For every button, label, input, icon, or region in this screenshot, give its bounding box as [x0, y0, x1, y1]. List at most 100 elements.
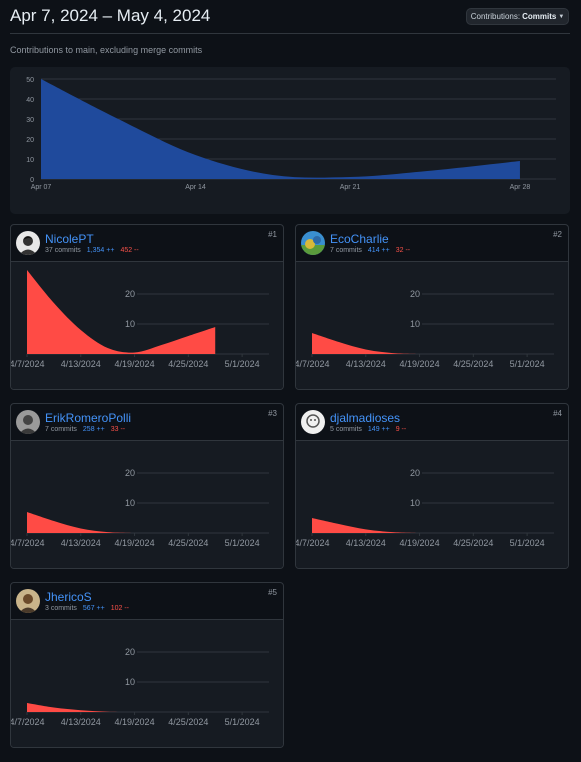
contributor-area-series	[312, 333, 420, 354]
contributor-card: EcoCharlie 7 commits 414 ++ 32 -- #2 20 10 4…	[295, 224, 569, 390]
y-tick-label: 50	[26, 77, 34, 84]
x-tick-label: 4/19/2024	[400, 538, 440, 548]
contributor-name[interactable]: EcoCharlie	[330, 232, 389, 246]
x-tick-label: 4/7/2024	[296, 359, 330, 369]
x-tick-label: Apr 21	[340, 184, 361, 191]
contributor-card: djalmadioses 5 commits 149 ++ 9 -- #4 20 10…	[295, 403, 569, 569]
additions-count: 149 ++	[367, 426, 390, 433]
contributor-chart: 20 10 4/7/2024 4/13/2024 4/19/2024 4/25/2024 5…	[11, 441, 283, 568]
avatar-person-icon[interactable]	[301, 410, 325, 434]
page-title: Apr 7, 2024 – May 4, 2024	[10, 6, 211, 25]
contributor-name[interactable]: ErikRomeroPolli	[45, 411, 132, 425]
contributor-area-series	[27, 703, 135, 712]
x-tick-label: 4/25/2024	[168, 359, 208, 369]
x-tick-label: 4/25/2024	[453, 359, 493, 369]
contributor-chart-svg: 20 10 4/7/2024 4/13/2024 4/19/2024 4/25/2024 5…	[296, 289, 554, 369]
avatar-landscape-icon[interactable]	[301, 231, 325, 255]
contributor-card-header: ErikRomeroPolli 7 commits 258 ++ 33 -- #3	[11, 404, 283, 441]
x-tick-label: 4/25/2024	[453, 538, 493, 548]
x-tick-label: 4/19/2024	[115, 717, 155, 727]
x-tick-label: 4/19/2024	[400, 359, 440, 369]
deletions-count: 9 --	[395, 426, 407, 433]
contributor-stats: 3 commits 567 ++ 102 --	[45, 605, 129, 612]
contributor-chart-svg: 20 10 4/7/2024 4/13/2024 4/19/2024 4/25/2024 5…	[296, 468, 554, 548]
x-tick-label: 4/13/2024	[61, 717, 101, 727]
contributor-card-header: JhericoS 3 commits 567 ++ 102 -- #5	[11, 583, 283, 620]
contributor-card-header: EcoCharlie 7 commits 414 ++ 32 -- #2	[296, 225, 568, 262]
header-divider	[10, 33, 570, 34]
x-tick-label: 4/19/2024	[115, 359, 155, 369]
main-contributions-chart: 50 40 30 20 10 0 Apr 07 Apr 14 Apr 21 Apr 28	[10, 67, 570, 214]
x-tick-label: 4/7/2024	[11, 359, 45, 369]
deletions-count: 452 --	[120, 247, 139, 254]
x-tick-label: 5/1/2024	[510, 359, 545, 369]
y-tick-label: 30	[26, 117, 34, 124]
x-tick-label: 4/13/2024	[346, 359, 386, 369]
deletions-count: 33 --	[110, 426, 126, 433]
contributor-stats: 7 commits 414 ++ 32 --	[330, 247, 410, 254]
y-tick-label: 20	[125, 289, 135, 299]
y-tick-label: 20	[125, 647, 135, 657]
contributor-name[interactable]: djalmadioses	[330, 411, 401, 425]
avatar-person-icon[interactable]	[16, 589, 40, 613]
contributor-chart-svg: 20 10 4/7/2024 4/13/2024 4/19/2024 4/25/2024 5…	[11, 270, 269, 369]
contributor-chart: 20 10 4/7/2024 4/13/2024 4/19/2024 4/25/2024 5…	[296, 441, 568, 568]
contributor-card: NicolePT 37 commits 1,354 ++ 452 -- #1 20 1…	[10, 224, 284, 390]
avatar-person-icon[interactable]	[16, 410, 40, 434]
contributor-rank: #2	[553, 230, 562, 239]
contributor-rank: #5	[268, 588, 277, 597]
y-tick-label: 10	[410, 498, 420, 508]
contributor-chart-svg: 20 10 4/7/2024 4/13/2024 4/19/2024 4/25/2024 5…	[11, 468, 269, 548]
contributions-value: Commits	[522, 12, 557, 21]
contributor-card: JhericoS 3 commits 567 ++ 102 -- #5 20 10 4/…	[10, 582, 284, 748]
x-tick-label: 4/19/2024	[115, 538, 155, 548]
additions-count: 1,354 ++	[86, 247, 115, 254]
contributor-name[interactable]: NicolePT	[45, 232, 94, 246]
x-tick-label: 4/13/2024	[346, 538, 386, 548]
y-tick-label: 0	[30, 177, 34, 184]
contributor-stats: 7 commits 258 ++ 33 --	[45, 426, 125, 433]
x-tick-label: 4/7/2024	[11, 538, 45, 548]
contributor-rank: #4	[553, 409, 562, 418]
contributor-card-header: NicolePT 37 commits 1,354 ++ 452 -- #1	[11, 225, 283, 262]
y-tick-label: 40	[26, 97, 34, 104]
y-tick-label: 10	[125, 677, 135, 687]
deletions-count: 32 --	[395, 247, 411, 254]
y-tick-label: 20	[410, 468, 420, 478]
x-tick-label: 5/1/2024	[225, 717, 260, 727]
y-tick-label: 20	[26, 137, 34, 144]
x-tick-label: Apr 07	[31, 184, 52, 191]
x-tick-label: 4/25/2024	[168, 717, 208, 727]
additions-count: 414 ++	[367, 247, 390, 254]
y-tick-label: 10	[125, 319, 135, 329]
contributor-card-header: djalmadioses 5 commits 149 ++ 9 -- #4	[296, 404, 568, 441]
contributor-area-series	[27, 270, 216, 354]
commit-count: 3 commits	[45, 605, 77, 612]
additions-count: 258 ++	[82, 426, 105, 433]
contributor-card: ErikRomeroPolli 7 commits 258 ++ 33 -- #3 …	[10, 403, 284, 569]
y-tick-label: 10	[410, 319, 420, 329]
y-tick-label: 20	[410, 289, 420, 299]
y-tick-label: 10	[125, 498, 135, 508]
x-tick-label: 5/1/2024	[510, 538, 545, 548]
commit-count: 5 commits	[330, 426, 362, 433]
chart-subtitle: Contributions to main, excluding merge c…	[10, 45, 203, 55]
contributor-area-series	[27, 512, 135, 533]
chevron-down-icon: ▼	[558, 13, 565, 20]
x-tick-label: Apr 28	[510, 184, 531, 191]
contributor-rank: #1	[268, 230, 277, 239]
y-tick-label: 20	[125, 468, 135, 478]
y-tick-label: 10	[26, 157, 34, 164]
x-tick-label: 4/7/2024	[11, 717, 45, 727]
x-tick-label: 4/7/2024	[296, 538, 330, 548]
avatar-person-icon[interactable]	[16, 231, 40, 255]
contributions-dropdown-button[interactable]: Contributions: Commits ▼	[466, 8, 569, 25]
x-tick-label: 5/1/2024	[225, 359, 260, 369]
x-tick-label: 5/1/2024	[225, 538, 260, 548]
contributor-chart: 20 10 4/7/2024 4/13/2024 4/19/2024 4/25/2024 5…	[296, 262, 568, 389]
contributor-chart: 20 10 4/7/2024 4/13/2024 4/19/2024 4/25/2024 5…	[11, 262, 283, 389]
x-tick-label: 4/13/2024	[61, 538, 101, 548]
commit-count: 7 commits	[45, 426, 77, 433]
contributor-name[interactable]: JhericoS	[45, 590, 92, 604]
contributor-chart-svg: 20 10 4/7/2024 4/13/2024 4/19/2024 4/25/2024 5…	[11, 647, 269, 727]
